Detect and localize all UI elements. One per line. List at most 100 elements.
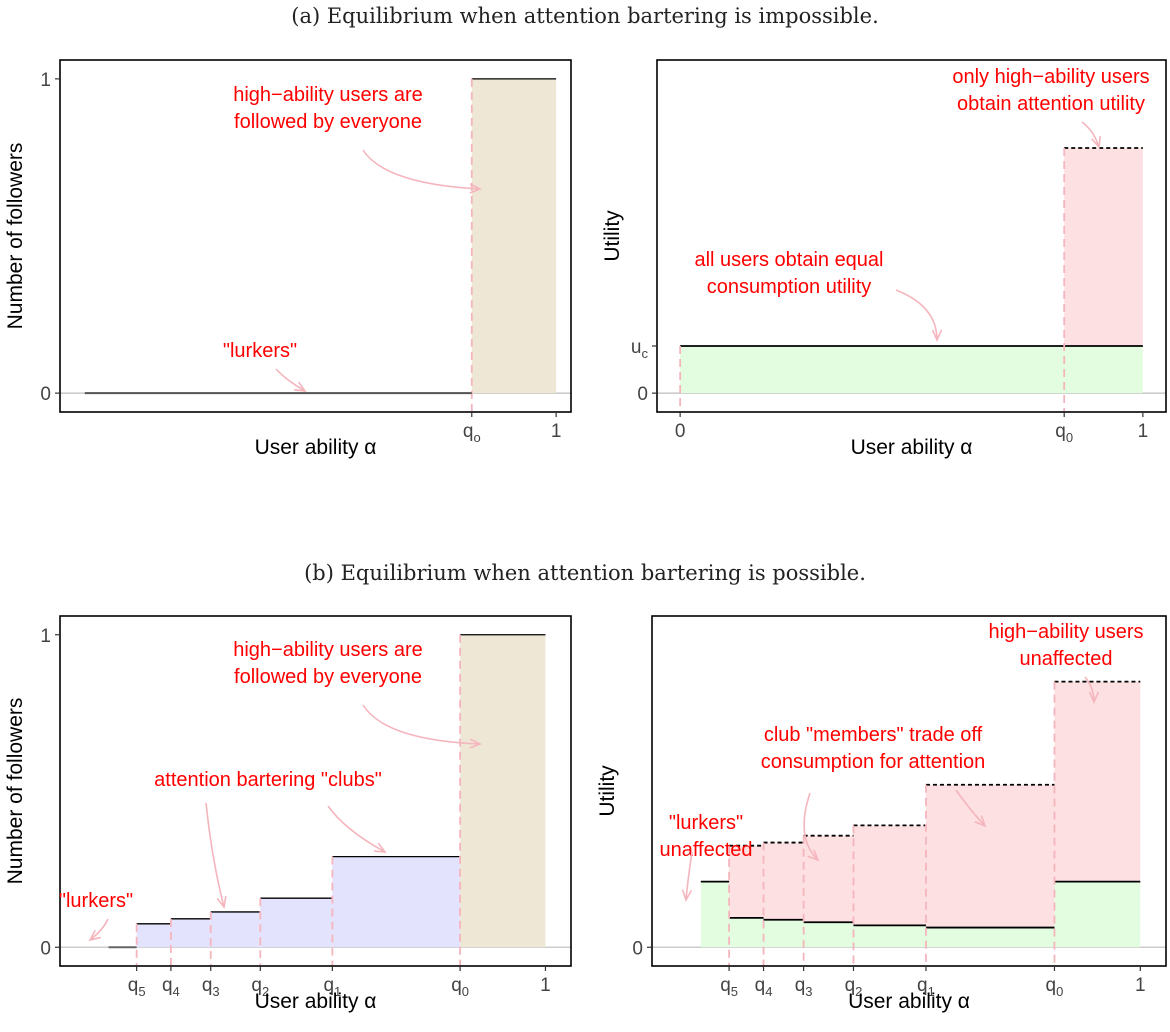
y-axis-label: Number of followers xyxy=(4,698,27,885)
annotation-arrow xyxy=(275,368,306,392)
lurker-consumption-area xyxy=(700,881,730,948)
x-tick-label: q3 xyxy=(795,975,813,999)
annotation-arrow xyxy=(1081,121,1100,148)
club-attention-area xyxy=(853,825,926,926)
y-axis-label: Utility xyxy=(596,765,619,817)
arrow-head xyxy=(373,842,387,853)
caption-a: (a) Equilibrium when attention bartering… xyxy=(291,4,879,28)
club-area xyxy=(210,911,261,948)
x-tick-label: q3 xyxy=(202,975,220,999)
x-tick-label: q0 xyxy=(1046,975,1064,999)
club-consumption-area xyxy=(925,927,1055,948)
x-tick-label: q1 xyxy=(323,975,341,999)
x-axis-label: User ability α xyxy=(848,990,970,1013)
panel-border xyxy=(651,615,1167,967)
x-tick-label: q1 xyxy=(917,975,935,999)
arrow-head xyxy=(293,381,307,392)
club-attention-area xyxy=(803,835,854,923)
club-area xyxy=(136,923,171,948)
high-attention-area xyxy=(1054,681,1141,882)
y-tick-label: 1 xyxy=(40,70,51,91)
arrow-head xyxy=(469,183,482,194)
club-attention-area xyxy=(729,845,764,918)
arrow-head xyxy=(88,929,101,942)
arrow-head xyxy=(216,896,227,909)
club-area xyxy=(332,856,461,948)
arrow-head xyxy=(974,815,987,828)
annotation-text: "lurkers" xyxy=(59,890,133,912)
y-tick-label: 1 xyxy=(40,626,51,647)
y-tick-label: 0 xyxy=(637,384,648,405)
annotation-text: "lurkers" xyxy=(223,340,297,362)
annotation-arrow xyxy=(1084,676,1095,703)
panel-a-utility: 0 q0 1 0 uc User ability α Utility only high−ab… xyxy=(601,59,1167,459)
x-tick-label: q2 xyxy=(251,975,269,999)
panel-border xyxy=(59,59,572,413)
x-tick-label: q5 xyxy=(128,975,146,999)
x-tick-label: 1 xyxy=(551,421,562,442)
arrow-head xyxy=(469,738,482,749)
club-attention-area xyxy=(925,784,1055,928)
annotation-text: high−ability users are followed by everyo… xyxy=(233,84,423,133)
annotation-text: all users obtain equal consumption utilit… xyxy=(694,249,883,298)
x-tick-label: q5 xyxy=(720,975,738,999)
annotation-arrow xyxy=(205,802,225,908)
club-consumption-area xyxy=(853,925,926,948)
panel-a-followers: qo 1 0 1 User ability α Number of followers hi… xyxy=(4,59,572,459)
y-axis-label: Number of followers xyxy=(4,143,27,330)
arrow-head xyxy=(1091,135,1102,149)
annotation-arrow xyxy=(685,851,693,901)
annotation-arrow xyxy=(362,149,481,190)
y-tick-label: 0 xyxy=(40,384,51,405)
x-axis-label: User ability α xyxy=(851,436,973,459)
caption-b: (b) Equilibrium when attention bartering… xyxy=(304,561,866,585)
annotation-text: only high−ability users obtain attention … xyxy=(952,66,1149,115)
annotation-arrow xyxy=(327,805,386,853)
x-tick-label: 1 xyxy=(1138,421,1149,442)
annotation-arrow xyxy=(362,704,481,745)
y-tick-label: uc xyxy=(631,337,649,361)
panel-border xyxy=(656,59,1167,413)
x-axis-label: User ability α xyxy=(255,436,377,459)
arrow-head xyxy=(931,329,943,342)
attention-area xyxy=(1064,148,1143,346)
club-consumption-area xyxy=(763,919,804,948)
high-consumption-area xyxy=(1054,881,1141,948)
panel-b-followers: q5 q4 q3 q2 q1 q0 1 0 1 User ability α Number of f… xyxy=(4,615,572,1013)
annotation-arrow xyxy=(803,792,819,861)
y-axis-label: Utility xyxy=(601,210,624,262)
consumption-area xyxy=(680,346,1143,394)
x-tick-label: q0 xyxy=(1055,421,1073,445)
annotation-text: high−ability users unaffected xyxy=(988,621,1143,670)
x-tick-label: 0 xyxy=(675,421,686,442)
arrow-head xyxy=(807,849,820,862)
annotation-text: club "members" trade off consumption for … xyxy=(761,724,986,773)
club-area xyxy=(170,918,211,948)
panel-b-utility: q5 q4 q3 q2 q1 q0 1 0 User ability α Utility high−… xyxy=(596,615,1167,1013)
x-tick-label: q0 xyxy=(451,975,469,999)
club-attention-area xyxy=(763,842,804,920)
annotation-arrow xyxy=(89,918,109,941)
y-tick-label: 0 xyxy=(40,938,51,959)
annotation-arrow xyxy=(895,289,938,341)
club-area xyxy=(260,898,333,948)
x-axis-label: User ability α xyxy=(255,990,377,1013)
high-ability-area xyxy=(460,634,546,948)
annotation-text: "lurkers" unaffected xyxy=(659,812,752,861)
x-tick-label: 1 xyxy=(1135,975,1146,996)
x-tick-label: q4 xyxy=(162,975,180,999)
high-ability-area xyxy=(471,78,557,394)
x-tick-label: q4 xyxy=(755,975,773,999)
x-tick-label: 1 xyxy=(540,975,551,996)
annotation-text: high−ability users are followed by everyo… xyxy=(233,639,423,688)
annotation-arrow xyxy=(955,789,986,827)
x-tick-label: qo xyxy=(463,421,481,445)
y-tick-label: 0 xyxy=(632,938,643,959)
arrow-head xyxy=(681,889,693,902)
panel-border xyxy=(59,615,572,967)
x-tick-label: q2 xyxy=(845,975,863,999)
arrow-head xyxy=(1088,691,1100,704)
annotation-text: attention bartering "clubs" xyxy=(154,769,382,791)
club-consumption-area xyxy=(803,922,854,948)
